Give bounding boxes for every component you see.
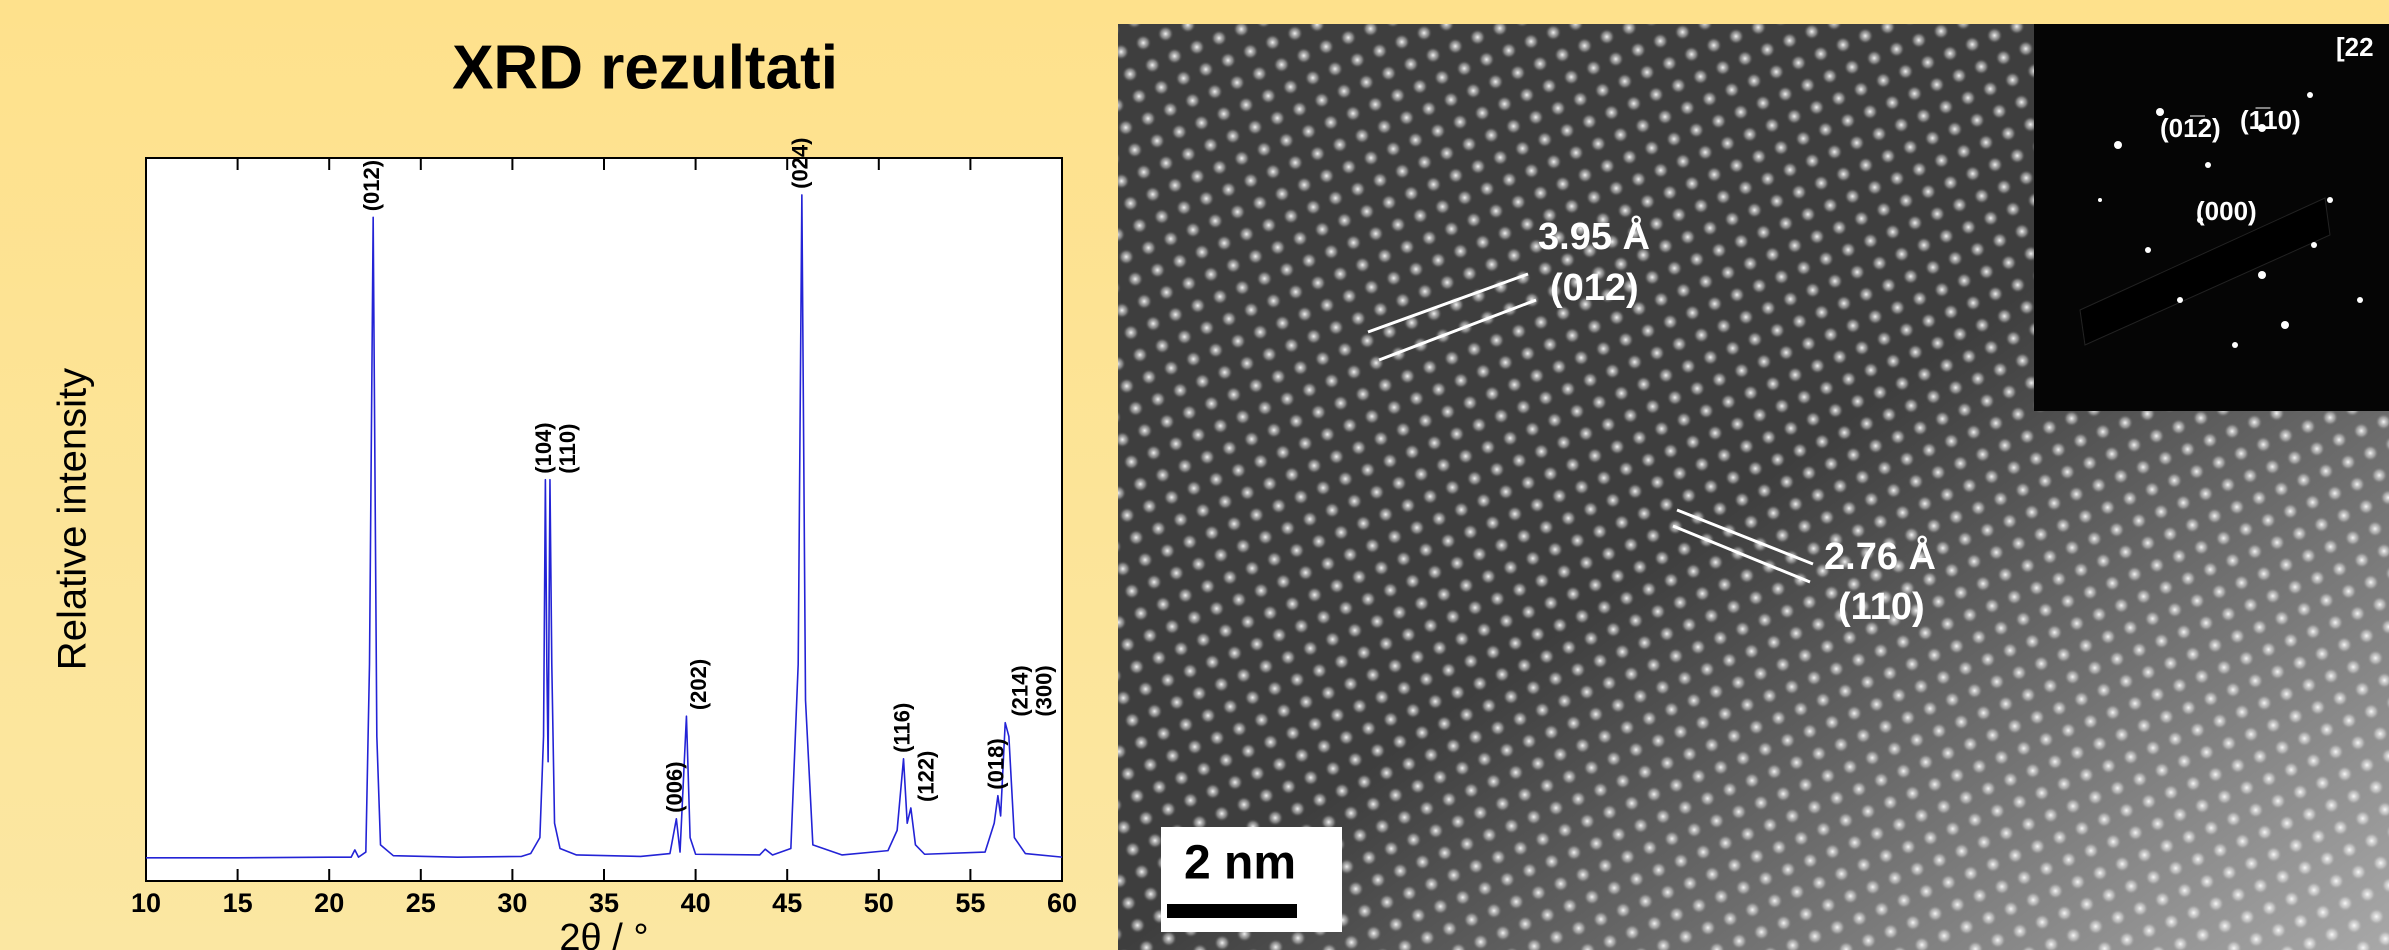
- peak-label: (104): [531, 422, 556, 473]
- d-spacing: 3.95 Å: [1538, 214, 1650, 258]
- zone-axis: [22: [2336, 32, 2374, 62]
- y-axis-label: Relative intensity: [51, 368, 95, 670]
- x-tick-label: 15: [223, 888, 253, 918]
- scale-bar-label: 2 nm: [1184, 837, 1296, 890]
- peak-label: (012): [359, 160, 384, 211]
- x-tick-label: 25: [406, 888, 436, 918]
- x-tick-label: 20: [314, 888, 344, 918]
- inset-label: (1̅10): [2240, 105, 2301, 135]
- peak-label: (202): [686, 659, 711, 710]
- x-axis-label: 2θ / °: [559, 917, 648, 950]
- x-tick-label: 35: [589, 888, 619, 918]
- peak-label: (214): [1008, 665, 1033, 716]
- peak-label: (116): [889, 703, 914, 753]
- peak-label: (006): [662, 761, 687, 812]
- peak-label: (122): [913, 751, 938, 802]
- inset-label: (01̅2): [2160, 113, 2221, 143]
- peak-label: (300): [1032, 665, 1057, 716]
- x-tick-label: 30: [497, 888, 527, 918]
- slide: XRD rezultati Relative intensity 2θ / ° …: [0, 0, 2389, 950]
- plane-label: (012): [1550, 267, 1639, 309]
- scale-bar: [1167, 904, 1297, 918]
- page: XRD rezultati {"chart_data": {"type": "l…: [0, 0, 2389, 950]
- x-tick-label: 50: [864, 888, 894, 918]
- x-tick-label: 60: [1047, 888, 1077, 918]
- peak-label: (024): [788, 138, 813, 189]
- inset-label: (000): [2196, 196, 2257, 226]
- d-spacing: 2.76 Å: [1824, 534, 1936, 578]
- x-tick-label: 45: [772, 888, 802, 918]
- body: XRD rezultati Relative intensity 2θ / ° …: [0, 0, 2389, 950]
- x-tick-label: 10: [131, 888, 161, 918]
- plane-label: (110): [1838, 586, 1925, 628]
- peak-label: (110): [555, 424, 580, 474]
- tem-image: 3.95 Å (012) 2.76 Å (110) (01̅2) (1̅10) …: [1118, 24, 2389, 950]
- peak-label: (018): [984, 738, 1009, 789]
- x-tick-label: 40: [681, 888, 711, 918]
- chart-title: XRD rezultati: [452, 33, 838, 102]
- x-tick-label: 55: [955, 888, 985, 918]
